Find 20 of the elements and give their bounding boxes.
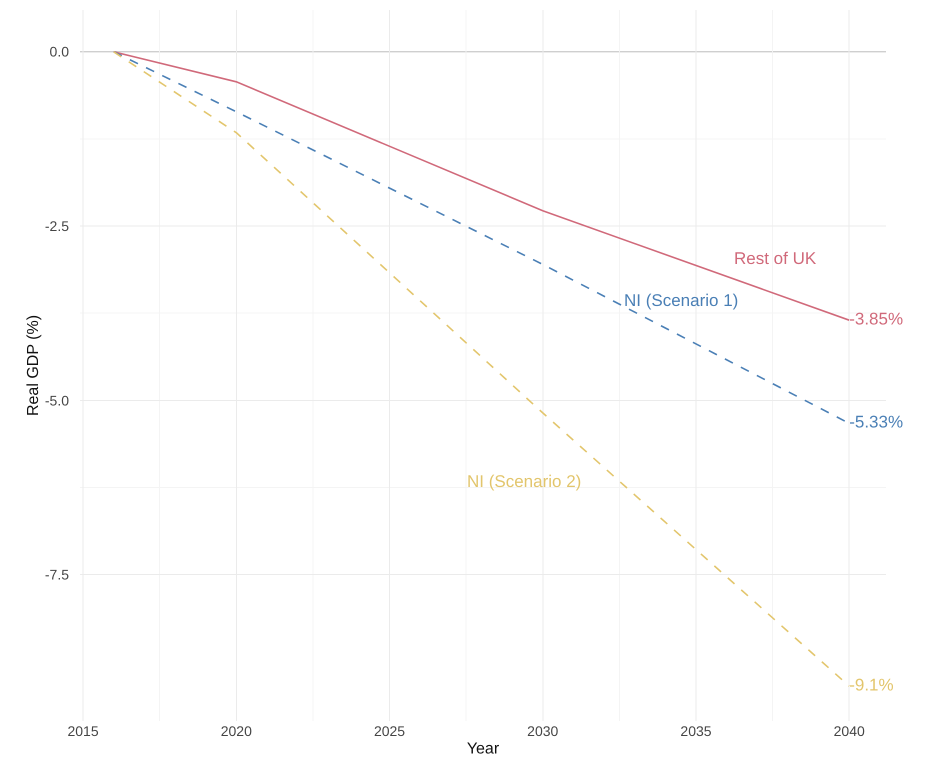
y-tick-label: -5.0 bbox=[44, 392, 70, 408]
line-series bbox=[112, 51, 850, 321]
line-series bbox=[112, 51, 850, 687]
data-label: -5.33% bbox=[849, 412, 904, 432]
series-label: NI (Scenario 1) bbox=[624, 291, 738, 310]
y-tick-label: -2.5 bbox=[44, 218, 70, 234]
x-tick-label: 2025 bbox=[374, 723, 406, 739]
series-label: NI (Scenario 2) bbox=[467, 472, 582, 491]
x-tick-label: 2040 bbox=[834, 723, 865, 739]
x-axis-title: Year bbox=[466, 740, 500, 758]
y-tick-label: 0.0 bbox=[50, 44, 70, 60]
x-tick-label: 2020 bbox=[220, 723, 252, 739]
y-axis-title: Real GDP (%) bbox=[25, 314, 42, 416]
data-label: -3.85% bbox=[849, 309, 904, 328]
series-label: Rest of UK bbox=[734, 249, 817, 268]
y-tick-label: -7.5 bbox=[44, 566, 70, 583]
x-tick-label: 2035 bbox=[680, 723, 712, 739]
data-label: -9.1% bbox=[849, 675, 894, 694]
x-tick-label: 2015 bbox=[67, 723, 99, 739]
x-tick-label: 2030 bbox=[527, 723, 559, 739]
